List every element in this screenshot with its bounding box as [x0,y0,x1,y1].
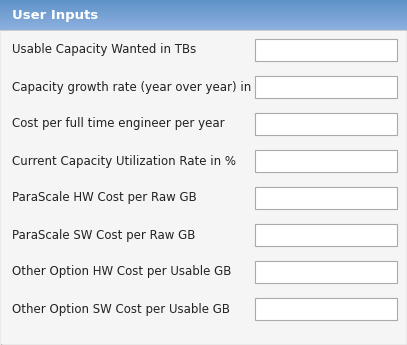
Bar [0,9,407,10]
Bar [0,5,407,6]
Bar [0,10,407,11]
Bar [0,4,407,5]
Bar [0,0,407,1]
Bar [0,8,407,9]
Bar [0,1,407,2]
Bar [0,22,407,23]
Bar [0,7,407,8]
Bar [255,39,397,61]
Bar [0,20,407,21]
Bar [0,13,407,14]
Bar [0,3,407,4]
Bar [0,21,407,22]
Bar [0,24,407,25]
Text: Other Option HW Cost per Usable GB: Other Option HW Cost per Usable GB [12,266,231,278]
Bar [255,76,397,98]
Bar [0,11,407,12]
Bar [255,224,397,246]
Bar [255,298,397,320]
Bar [0,6,407,7]
Bar [0,27,407,28]
Bar [0,26,407,27]
Bar [0,15,407,16]
Bar [255,150,397,172]
Text: Current Capacity Utilization Rate in %: Current Capacity Utilization Rate in % [12,155,236,168]
Bar [0,14,407,15]
Bar [0,17,407,18]
Bar [0,18,407,19]
Text: Cost per full time engineer per year: Cost per full time engineer per year [12,118,225,130]
Bar [255,261,397,283]
Bar [255,187,397,209]
Bar [0,19,407,20]
Text: ParaScale HW Cost per Raw GB: ParaScale HW Cost per Raw GB [12,191,197,205]
Bar [0,2,407,3]
Text: Other Option SW Cost per Usable GB: Other Option SW Cost per Usable GB [12,303,230,315]
Bar [0,23,407,24]
Text: Usable Capacity Wanted in TBs: Usable Capacity Wanted in TBs [12,43,196,57]
Bar [0,28,407,29]
Bar [0,29,407,30]
Bar [0,16,407,17]
Bar [255,113,397,135]
Bar [0,25,407,26]
Text: ParaScale SW Cost per Raw GB: ParaScale SW Cost per Raw GB [12,228,195,242]
Text: Capacity growth rate (year over year) in %: Capacity growth rate (year over year) in… [12,80,266,93]
Text: User Inputs: User Inputs [12,9,98,21]
Bar [0,12,407,13]
